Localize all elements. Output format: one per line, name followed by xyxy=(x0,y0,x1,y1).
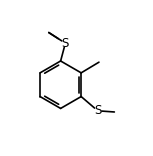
Text: S: S xyxy=(94,104,101,117)
Text: S: S xyxy=(62,37,69,50)
